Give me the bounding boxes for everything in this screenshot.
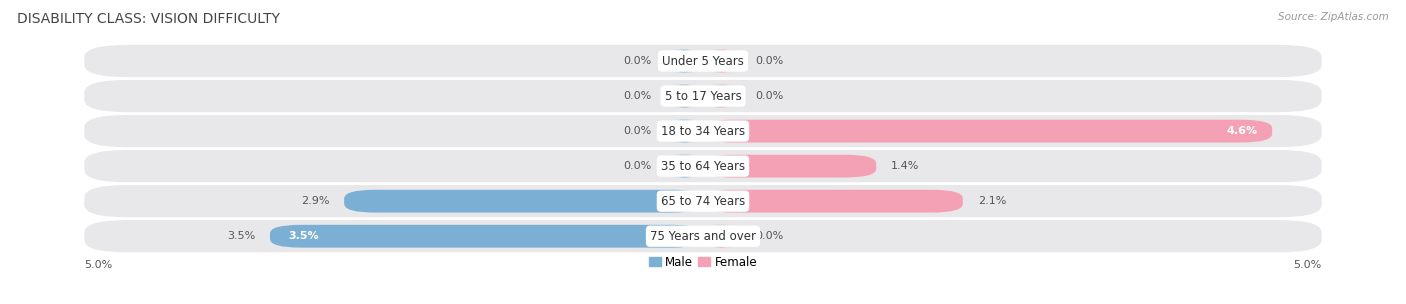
Text: 1.4%: 1.4%: [891, 161, 920, 171]
Text: 75 Years and over: 75 Years and over: [650, 230, 756, 243]
FancyBboxPatch shape: [84, 150, 1322, 182]
FancyBboxPatch shape: [703, 225, 740, 247]
Text: 0.0%: 0.0%: [623, 56, 651, 66]
Text: DISABILITY CLASS: VISION DIFFICULTY: DISABILITY CLASS: VISION DIFFICULTY: [17, 12, 280, 26]
Text: 0.0%: 0.0%: [755, 91, 783, 101]
FancyBboxPatch shape: [666, 120, 703, 143]
Text: 2.1%: 2.1%: [977, 196, 1007, 206]
Legend: Male, Female: Male, Female: [644, 251, 762, 274]
FancyBboxPatch shape: [84, 45, 1322, 77]
FancyBboxPatch shape: [84, 185, 1322, 217]
Text: 65 to 74 Years: 65 to 74 Years: [661, 195, 745, 208]
FancyBboxPatch shape: [703, 85, 740, 107]
FancyBboxPatch shape: [703, 190, 963, 212]
FancyBboxPatch shape: [666, 85, 703, 107]
FancyBboxPatch shape: [666, 50, 703, 72]
Text: Under 5 Years: Under 5 Years: [662, 54, 744, 67]
Text: 0.0%: 0.0%: [623, 91, 651, 101]
Text: 4.6%: 4.6%: [1226, 126, 1257, 136]
Text: 18 to 34 Years: 18 to 34 Years: [661, 125, 745, 138]
Text: Source: ZipAtlas.com: Source: ZipAtlas.com: [1278, 12, 1389, 22]
FancyBboxPatch shape: [703, 155, 876, 178]
FancyBboxPatch shape: [344, 190, 703, 212]
Text: 5 to 17 Years: 5 to 17 Years: [665, 90, 741, 102]
Text: 3.5%: 3.5%: [226, 231, 254, 241]
FancyBboxPatch shape: [270, 225, 703, 247]
FancyBboxPatch shape: [84, 220, 1322, 252]
Text: 5.0%: 5.0%: [84, 260, 112, 270]
Text: 2.9%: 2.9%: [301, 196, 329, 206]
FancyBboxPatch shape: [703, 120, 1272, 143]
FancyBboxPatch shape: [703, 50, 740, 72]
Text: 5.0%: 5.0%: [1294, 260, 1322, 270]
Text: 0.0%: 0.0%: [755, 231, 783, 241]
Text: 0.0%: 0.0%: [623, 126, 651, 136]
Text: 3.5%: 3.5%: [288, 231, 319, 241]
FancyBboxPatch shape: [84, 115, 1322, 147]
Text: 0.0%: 0.0%: [755, 56, 783, 66]
FancyBboxPatch shape: [666, 155, 703, 178]
Text: 0.0%: 0.0%: [623, 161, 651, 171]
Text: 35 to 64 Years: 35 to 64 Years: [661, 160, 745, 173]
FancyBboxPatch shape: [84, 80, 1322, 112]
